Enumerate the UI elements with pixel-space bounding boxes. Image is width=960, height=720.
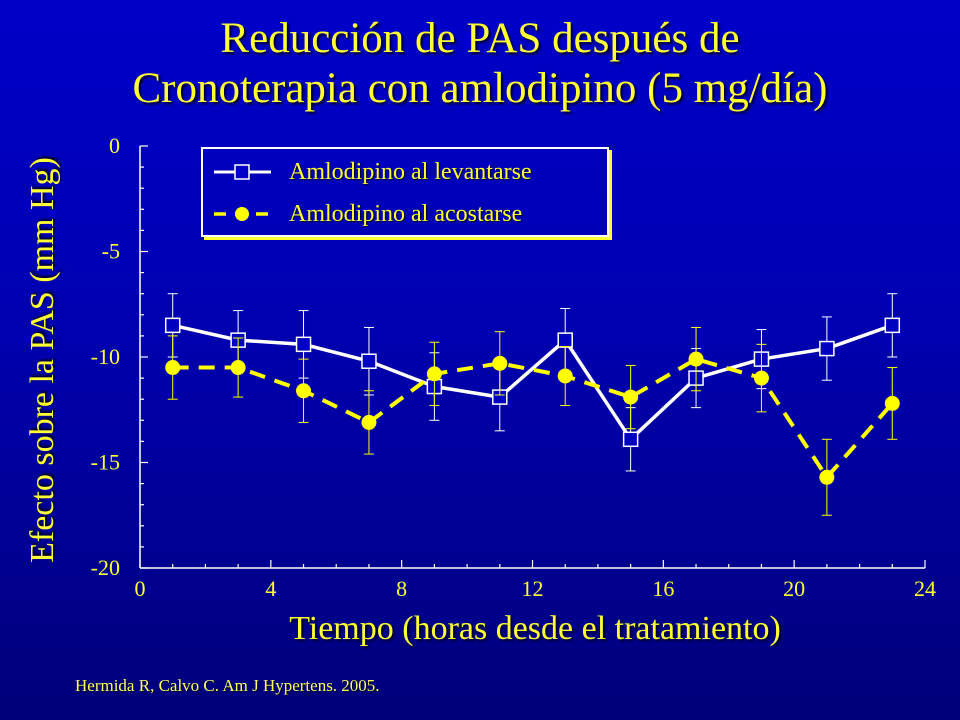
x-tick-label: 24 <box>914 576 936 601</box>
x-tick-label: 4 <box>265 576 276 601</box>
x-tick-label: 12 <box>522 576 544 601</box>
y-tick-label: -20 <box>91 555 120 580</box>
series-acostarse <box>165 326 900 516</box>
data-point-circle <box>296 383 312 399</box>
x-tick-label: 16 <box>652 576 674 601</box>
data-point-circle <box>819 469 835 485</box>
data-point-square <box>295 336 312 353</box>
data-point-circle <box>361 414 377 430</box>
legend-entry-levantarse: Amlodipino al levantarse <box>203 157 607 187</box>
y-tick-label: -15 <box>91 450 120 475</box>
series-levantarse <box>164 293 901 472</box>
data-point-square <box>557 332 573 348</box>
legend-label-acostarse: Amlodipino al acostarse <box>289 201 523 227</box>
data-point-circle <box>165 360 181 376</box>
data-point-circle <box>884 395 900 411</box>
y-tick-label: -5 <box>102 239 120 264</box>
series-line <box>172 323 893 442</box>
chart-title-line1: Reducción de PAS después de <box>220 15 740 62</box>
data-point-circle <box>557 368 573 384</box>
data-point-circle <box>426 366 442 382</box>
data-point-square <box>622 431 639 448</box>
data-point-square <box>164 317 181 334</box>
legend-entry-acostarse: Amlodipino al acostarse <box>203 199 607 229</box>
y-axis-label: Efecto sobre la PAS (mm Hg) <box>24 157 61 563</box>
data-point-square <box>884 317 901 334</box>
data-point-square <box>361 353 377 369</box>
chart-title: Reducción de PAS después de Cronoterapia… <box>0 14 960 114</box>
data-point-circle <box>623 389 639 405</box>
y-tick-label: 0 <box>109 133 120 158</box>
legend-swatch-filled-circle <box>214 207 271 221</box>
data-point-circle <box>492 355 508 371</box>
chart-title-line2: Cronoterapia con amlodipino (5 mg/día) <box>132 65 828 112</box>
data-point-circle <box>688 351 704 367</box>
citation: Hermida R, Calvo C. Am J Hypertens. 2005… <box>75 676 380 695</box>
chart-legend: Amlodipino al levantarse Amlodipino al a… <box>201 147 609 237</box>
data-point-circle <box>230 360 246 376</box>
legend-label-levantarse: Amlodipino al levantarse <box>289 159 532 185</box>
x-tick-label: 0 <box>135 576 146 601</box>
y-tick-label: -10 <box>91 344 120 369</box>
data-point-circle <box>753 370 769 386</box>
data-point-square <box>819 340 835 357</box>
x-tick-label: 20 <box>783 576 805 601</box>
series-line <box>172 357 894 480</box>
x-axis-label: Tiempo (horas desde el tratamiento) <box>289 610 781 647</box>
legend-swatch-open-square <box>214 164 271 180</box>
x-tick-label: 8 <box>396 576 407 601</box>
